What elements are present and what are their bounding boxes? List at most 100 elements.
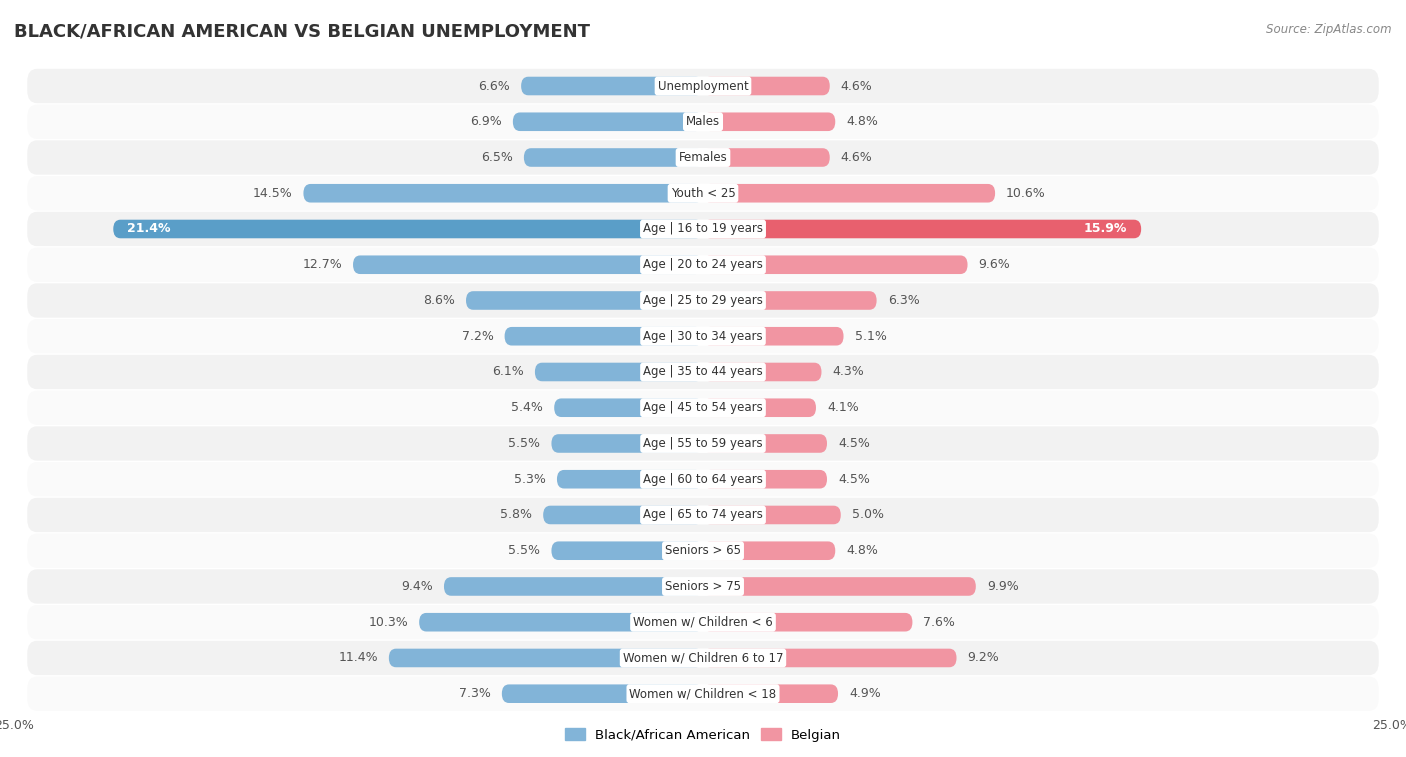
Text: 12.7%: 12.7% — [302, 258, 342, 271]
Text: 5.3%: 5.3% — [515, 472, 546, 486]
FancyBboxPatch shape — [27, 140, 1379, 175]
FancyBboxPatch shape — [557, 470, 703, 488]
FancyBboxPatch shape — [534, 363, 703, 382]
FancyBboxPatch shape — [703, 327, 844, 345]
FancyBboxPatch shape — [703, 435, 827, 453]
FancyBboxPatch shape — [703, 684, 838, 703]
Text: Age | 30 to 34 years: Age | 30 to 34 years — [643, 330, 763, 343]
Text: Age | 65 to 74 years: Age | 65 to 74 years — [643, 509, 763, 522]
Text: Women w/ Children 6 to 17: Women w/ Children 6 to 17 — [623, 652, 783, 665]
FancyBboxPatch shape — [703, 220, 1142, 238]
Text: Source: ZipAtlas.com: Source: ZipAtlas.com — [1267, 23, 1392, 36]
FancyBboxPatch shape — [502, 684, 703, 703]
FancyBboxPatch shape — [513, 113, 703, 131]
FancyBboxPatch shape — [703, 113, 835, 131]
Text: 9.6%: 9.6% — [979, 258, 1011, 271]
Text: 5.8%: 5.8% — [501, 509, 531, 522]
FancyBboxPatch shape — [27, 355, 1379, 389]
Text: 6.5%: 6.5% — [481, 151, 513, 164]
FancyBboxPatch shape — [703, 470, 827, 488]
Text: 9.4%: 9.4% — [401, 580, 433, 593]
Text: Age | 25 to 29 years: Age | 25 to 29 years — [643, 294, 763, 307]
FancyBboxPatch shape — [27, 176, 1379, 210]
Text: 7.6%: 7.6% — [924, 615, 955, 629]
FancyBboxPatch shape — [703, 613, 912, 631]
FancyBboxPatch shape — [703, 184, 995, 203]
Text: Seniors > 65: Seniors > 65 — [665, 544, 741, 557]
Text: 5.4%: 5.4% — [512, 401, 543, 414]
FancyBboxPatch shape — [27, 677, 1379, 711]
Text: Age | 55 to 59 years: Age | 55 to 59 years — [643, 437, 763, 450]
Text: 6.3%: 6.3% — [887, 294, 920, 307]
FancyBboxPatch shape — [703, 541, 835, 560]
Text: Age | 45 to 54 years: Age | 45 to 54 years — [643, 401, 763, 414]
FancyBboxPatch shape — [27, 498, 1379, 532]
FancyBboxPatch shape — [543, 506, 703, 525]
Text: 4.6%: 4.6% — [841, 151, 873, 164]
Text: Males: Males — [686, 115, 720, 128]
FancyBboxPatch shape — [703, 649, 956, 667]
FancyBboxPatch shape — [27, 462, 1379, 497]
Text: 11.4%: 11.4% — [339, 652, 378, 665]
FancyBboxPatch shape — [27, 605, 1379, 640]
FancyBboxPatch shape — [551, 541, 703, 560]
FancyBboxPatch shape — [554, 398, 703, 417]
Text: 4.1%: 4.1% — [827, 401, 859, 414]
Text: 9.9%: 9.9% — [987, 580, 1018, 593]
FancyBboxPatch shape — [27, 283, 1379, 318]
Text: Age | 60 to 64 years: Age | 60 to 64 years — [643, 472, 763, 486]
FancyBboxPatch shape — [114, 220, 703, 238]
Text: 5.5%: 5.5% — [509, 437, 540, 450]
FancyBboxPatch shape — [27, 248, 1379, 282]
Text: 7.2%: 7.2% — [461, 330, 494, 343]
FancyBboxPatch shape — [703, 577, 976, 596]
Text: 9.2%: 9.2% — [967, 652, 1000, 665]
Text: 21.4%: 21.4% — [127, 223, 170, 235]
FancyBboxPatch shape — [703, 255, 967, 274]
Text: 10.3%: 10.3% — [368, 615, 408, 629]
Text: Women w/ Children < 18: Women w/ Children < 18 — [630, 687, 776, 700]
FancyBboxPatch shape — [27, 640, 1379, 675]
Text: 14.5%: 14.5% — [253, 187, 292, 200]
Text: Age | 20 to 24 years: Age | 20 to 24 years — [643, 258, 763, 271]
FancyBboxPatch shape — [551, 435, 703, 453]
Text: 5.1%: 5.1% — [855, 330, 886, 343]
Text: Youth < 25: Youth < 25 — [671, 187, 735, 200]
FancyBboxPatch shape — [703, 76, 830, 95]
Text: Age | 35 to 44 years: Age | 35 to 44 years — [643, 366, 763, 378]
FancyBboxPatch shape — [27, 69, 1379, 103]
Text: 4.5%: 4.5% — [838, 437, 870, 450]
FancyBboxPatch shape — [703, 363, 821, 382]
Text: 4.5%: 4.5% — [838, 472, 870, 486]
Text: 10.6%: 10.6% — [1007, 187, 1046, 200]
FancyBboxPatch shape — [465, 291, 703, 310]
Text: BLACK/AFRICAN AMERICAN VS BELGIAN UNEMPLOYMENT: BLACK/AFRICAN AMERICAN VS BELGIAN UNEMPL… — [14, 23, 591, 41]
FancyBboxPatch shape — [419, 613, 703, 631]
Text: 4.6%: 4.6% — [841, 79, 873, 92]
Text: 6.9%: 6.9% — [470, 115, 502, 128]
FancyBboxPatch shape — [444, 577, 703, 596]
Text: 5.0%: 5.0% — [852, 509, 884, 522]
FancyBboxPatch shape — [27, 319, 1379, 354]
FancyBboxPatch shape — [27, 104, 1379, 139]
Text: 15.9%: 15.9% — [1084, 223, 1128, 235]
Text: 6.1%: 6.1% — [492, 366, 524, 378]
FancyBboxPatch shape — [703, 506, 841, 525]
Text: Unemployment: Unemployment — [658, 79, 748, 92]
FancyBboxPatch shape — [389, 649, 703, 667]
FancyBboxPatch shape — [353, 255, 703, 274]
Text: Females: Females — [679, 151, 727, 164]
Text: Age | 16 to 19 years: Age | 16 to 19 years — [643, 223, 763, 235]
Text: 6.6%: 6.6% — [478, 79, 510, 92]
FancyBboxPatch shape — [703, 291, 876, 310]
FancyBboxPatch shape — [27, 426, 1379, 460]
Text: 4.9%: 4.9% — [849, 687, 880, 700]
FancyBboxPatch shape — [524, 148, 703, 167]
FancyBboxPatch shape — [505, 327, 703, 345]
Text: Women w/ Children < 6: Women w/ Children < 6 — [633, 615, 773, 629]
Text: 4.8%: 4.8% — [846, 544, 879, 557]
FancyBboxPatch shape — [27, 569, 1379, 603]
Text: Seniors > 75: Seniors > 75 — [665, 580, 741, 593]
Text: 4.8%: 4.8% — [846, 115, 879, 128]
Text: 4.3%: 4.3% — [832, 366, 865, 378]
